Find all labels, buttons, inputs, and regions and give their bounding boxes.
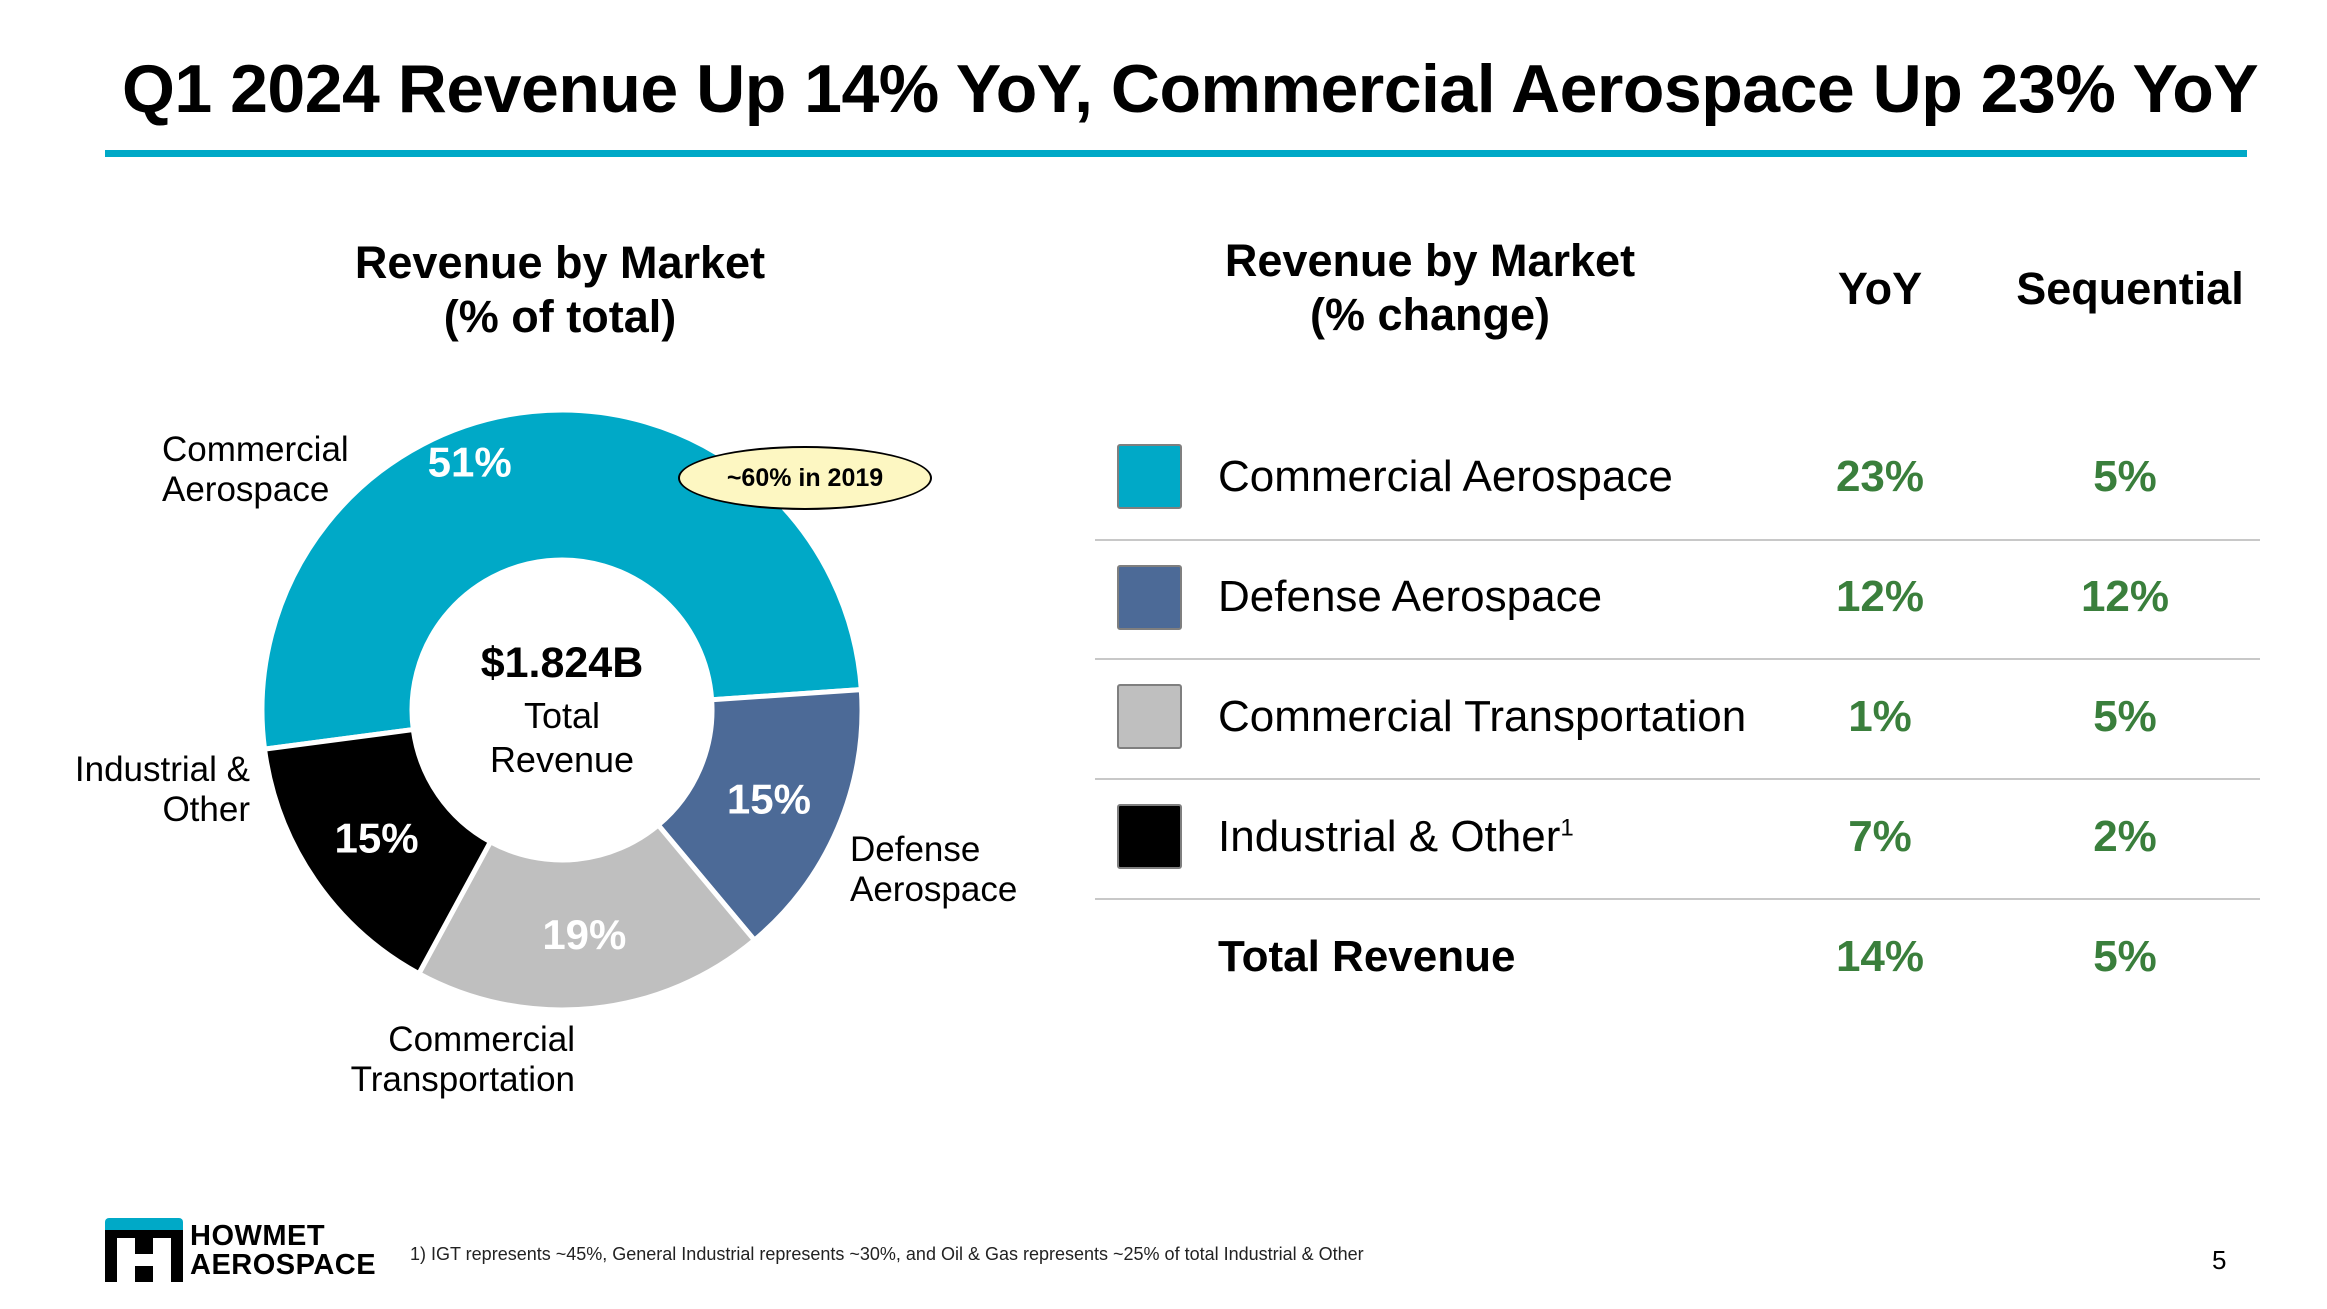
legend-swatch-commercial-transportation xyxy=(1117,684,1182,749)
table-heading: Revenue by Market (% change) xyxy=(1180,234,1680,342)
footnote: 1) IGT represents ~45%, General Industri… xyxy=(410,1244,1364,1264)
table-row-total-yoy: 14% xyxy=(1835,932,1925,981)
title-underline xyxy=(105,150,2247,157)
row-divider xyxy=(1095,658,2260,660)
center-label-line1: Total xyxy=(524,695,600,736)
segment-label-line: Aerospace xyxy=(850,870,1018,909)
slice-industrial-other xyxy=(261,726,494,978)
segment-label-commercial-transportation: Commercial Transportation xyxy=(330,1020,575,1100)
slice-label-commercial-transportation: 19% xyxy=(542,911,626,958)
howmet-logo-icon xyxy=(105,1218,183,1282)
table-row-yoy: 1% xyxy=(1848,692,1912,741)
row-divider xyxy=(1095,778,2260,780)
footnote-marker: 1 xyxy=(1560,814,1574,842)
page-number: 5 xyxy=(2212,1245,2227,1275)
slice-defense-aerospace xyxy=(654,686,865,944)
row-divider xyxy=(1095,898,2260,900)
table-row-yoy: 23% xyxy=(1835,452,1925,501)
callout-bubble: ~60% in 2019 xyxy=(678,446,932,510)
center-value: $1.824B xyxy=(481,639,644,687)
column-header-yoy: YoY xyxy=(1837,263,1923,314)
table-row-sequential: 5% xyxy=(2093,452,2157,501)
segment-label-line: Transportation xyxy=(350,1060,575,1099)
table-row-market: Defense Aerospace xyxy=(1218,572,1603,621)
legend-swatch-commercial-aerospace xyxy=(1117,444,1182,509)
segment-label-line: Defense xyxy=(850,830,981,869)
table-row-total-label: Total Revenue xyxy=(1218,932,1516,981)
donut-heading-line1: Revenue by Market xyxy=(354,237,766,288)
logo-line2: AEROSPACE xyxy=(190,1249,377,1281)
donut-heading: Revenue by Market (% of total) xyxy=(310,236,810,344)
table-heading-line2: (% change) xyxy=(1309,289,1551,340)
segment-label-line: Other xyxy=(162,790,250,829)
logo-line1: HOWMET xyxy=(190,1220,326,1252)
table-row-yoy: 12% xyxy=(1835,572,1925,621)
slice-commercial-transportation xyxy=(415,821,758,1013)
segment-label-defense-aerospace: Defense Aerospace xyxy=(850,830,1017,910)
table-row-market: Commercial Transportation xyxy=(1218,692,1747,741)
segment-label-line: Commercial xyxy=(388,1020,575,1059)
donut-heading-line2: (% of total) xyxy=(443,291,677,342)
column-header-sequential: Sequential xyxy=(2016,263,2244,314)
slice-label-commercial-aerospace: 51% xyxy=(428,439,512,486)
table-row-sequential: 2% xyxy=(2093,812,2157,861)
table-heading-line1: Revenue by Market xyxy=(1224,235,1636,286)
table-row-total-sequential: 5% xyxy=(2093,932,2157,981)
table-row-market: Commercial Aerospace xyxy=(1218,452,1673,501)
segment-label-line: Industrial & xyxy=(74,750,250,789)
legend-swatch-industrial-other xyxy=(1117,804,1182,869)
table-row-yoy: 7% xyxy=(1848,812,1912,861)
legend-swatch-defense-aerospace xyxy=(1117,565,1182,630)
row-divider xyxy=(1095,539,2260,541)
market-name: Industrial & Other xyxy=(1218,812,1561,861)
table-row-sequential: 12% xyxy=(2080,572,2170,621)
table-row-sequential: 5% xyxy=(2093,692,2157,741)
page-title: Q1 2024 Revenue Up 14% YoY, Commercial A… xyxy=(122,51,2259,127)
center-label-line2: Revenue xyxy=(490,739,634,780)
slice-label-industrial-other: 15% xyxy=(335,814,419,861)
logo-wordmark: HOWMET AEROSPACE xyxy=(190,1222,376,1280)
segment-label-commercial-aerospace: Commercial Aerospace xyxy=(162,430,349,510)
segment-label-line: Commercial xyxy=(162,430,349,469)
segment-label-line: Aerospace xyxy=(162,470,330,509)
slice-label-defense-aerospace: 15% xyxy=(727,775,811,822)
table-row-market: Industrial & Other1 xyxy=(1218,812,1574,862)
segment-label-industrial-other: Industrial & Other xyxy=(40,750,250,830)
